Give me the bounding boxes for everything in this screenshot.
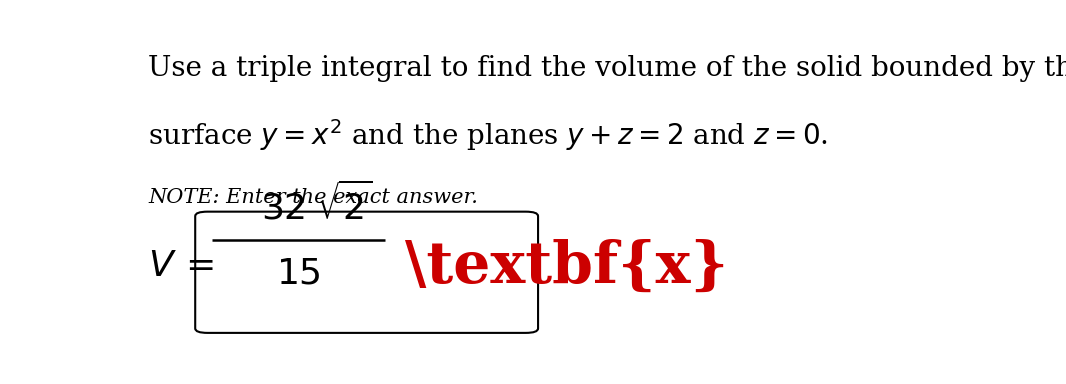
Text: Use a triple integral to find the volume of the solid bounded by the: Use a triple integral to find the volume…: [148, 55, 1066, 82]
Text: $15$: $15$: [276, 256, 321, 290]
Text: NOTE: Enter the exact answer.: NOTE: Enter the exact answer.: [148, 188, 478, 207]
Text: $V\,=$: $V\,=$: [148, 249, 214, 283]
FancyBboxPatch shape: [195, 212, 538, 333]
Text: \textbf{x}: \textbf{x}: [405, 238, 728, 295]
Text: $32\;\sqrt{2}$: $32\;\sqrt{2}$: [261, 182, 372, 227]
Text: surface $y = x^2$ and the planes $y + z = 2$ and $z = 0$.: surface $y = x^2$ and the planes $y + z …: [148, 117, 828, 153]
